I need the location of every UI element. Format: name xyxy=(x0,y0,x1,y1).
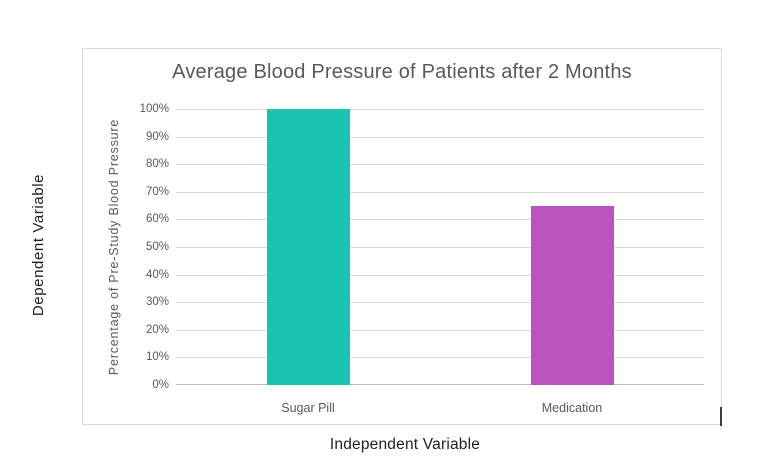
y-tick-label: 60% xyxy=(145,213,169,226)
gridline xyxy=(176,164,704,166)
chart-title: Average Blood Pressure of Patients after… xyxy=(172,61,632,83)
gridline xyxy=(176,247,704,248)
x-category-label: Sugar Pill xyxy=(281,401,335,415)
x-category-label: Medication xyxy=(541,401,603,415)
bar-medication xyxy=(530,205,614,385)
y-tick-label: 100% xyxy=(139,103,169,115)
panel-corner-mark xyxy=(720,407,722,426)
gridline xyxy=(176,136,704,138)
gridline xyxy=(176,357,704,359)
y-tick-label: 40% xyxy=(145,268,169,281)
y-tick-label: 50% xyxy=(145,241,169,253)
gridline xyxy=(176,191,704,193)
y-tick-label: 20% xyxy=(145,323,169,336)
bar-sugar-pill xyxy=(266,109,350,385)
plot-area xyxy=(176,109,704,385)
y-tick-label: 80% xyxy=(145,158,169,171)
dependent-variable-label: Dependent Variable xyxy=(30,173,47,317)
y-tick-label: 10% xyxy=(145,351,169,364)
y-tick-label: 30% xyxy=(145,296,169,309)
y-tick-label: 0% xyxy=(152,379,169,391)
y-tick-label: 90% xyxy=(145,130,169,143)
gridline xyxy=(176,302,704,304)
gridline xyxy=(176,219,704,221)
gridline xyxy=(176,109,704,110)
y-tick-label: 70% xyxy=(145,185,169,198)
x-axis-line xyxy=(176,384,704,385)
gridline xyxy=(176,274,704,276)
chart-panel: Average Blood Pressure of Patients after… xyxy=(82,48,722,426)
gridline xyxy=(176,329,704,331)
independent-variable-label: Independent Variable xyxy=(329,436,481,453)
